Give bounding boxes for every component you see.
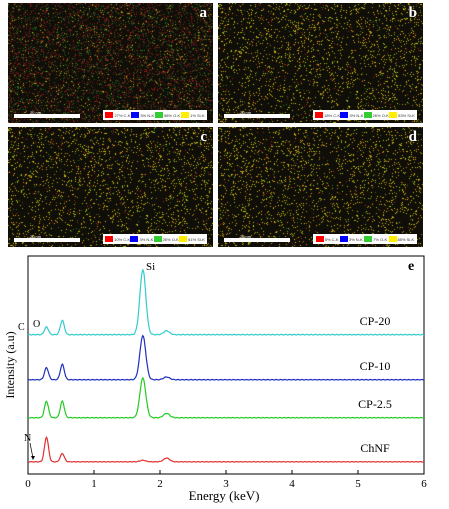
panel-label: e [408,259,414,274]
legend-swatch-n [339,236,348,242]
legend-text: 26% O-K [162,236,179,242]
x-tick-label: 2 [157,478,163,490]
legend-swatch-c [315,236,324,242]
n-arrowhead [31,456,35,460]
legend-text: 10% C-K [114,236,131,242]
legend-text: 58% O-K [163,112,181,118]
peak-label-n: N [24,433,31,444]
legend-text: 3% N-K [348,236,363,242]
scale-bar [14,238,80,242]
element-legend: 5% C-K 3% N-K 7% O-K 85% Si-K [313,234,417,244]
legend-text: 3% N-K [349,112,364,118]
legend-text: 85% Si-K [397,236,415,242]
scale-text: 20 nm [240,110,252,115]
scale-text: 20 nm [30,234,42,239]
scale-bar [14,114,80,118]
x-tick-label: 0 [25,478,31,490]
legend-swatch-si [388,236,397,242]
legend-swatch-c [105,112,114,118]
x-tick-label: 4 [289,478,295,490]
legend-swatch-o [154,112,163,118]
legend-swatch-o [363,112,372,118]
map-canvas [218,3,423,123]
legend-swatch-c [315,112,324,118]
legend-text: 5% C-K [324,236,339,242]
edx-map-a: a 20 nm 27% C-K 3% N-K 58% O-K 1% Si-K [8,3,213,123]
legend-text: 26% O-K [372,112,389,118]
series-label: CP-20 [360,314,391,328]
legend-text: 27% C-K [114,112,131,118]
legend-text: 61% Si-K [188,236,205,242]
legend-text: 1% Si-K [190,112,205,118]
x-tick-label: 5 [355,478,361,490]
legend-text: 3% N-K [140,112,155,118]
element-legend: 27% C-K 3% N-K 58% O-K 1% Si-K [103,110,207,120]
series-line-chnf [27,435,425,463]
panel-label: d [408,129,417,145]
panel-label: a [199,5,208,21]
legend-swatch-o [153,236,162,242]
y-axis-label: Intensity (a.u) [3,331,17,398]
element-legend: 18% C-K 3% N-K 26% O-K 53% Si-K [313,110,417,120]
series-line-cp-10 [28,334,425,381]
peak-label-c: C [18,322,25,333]
legend-swatch-n [340,112,349,118]
edx-map-c: c 20 nm 10% C-K 3% N-K 26% O-K 61% Si-K [8,127,213,247]
scale-text: 20 nm [240,234,252,239]
legend-swatch-o [364,236,373,242]
legend-swatch-si [389,112,398,118]
panel-label: b [408,5,417,21]
x-tick-label: 1 [91,478,97,490]
peak-label-si: Si [146,261,155,273]
spectrum-curves [27,268,425,463]
legend-swatch-si [181,112,190,118]
peak-label-o: O [33,319,40,330]
legend-text: 7% O-K [373,236,388,242]
edx-map-d: d 20 nm 5% C-K 3% N-K 7% O-K 85% Si-K [218,127,423,247]
map-canvas [8,127,213,247]
legend-swatch-c [105,236,114,242]
scale-bar [224,114,290,118]
legend-swatch-n [131,112,140,118]
legend-swatch-si [179,236,188,242]
x-tick-label: 6 [421,478,427,490]
scale-bar [224,238,290,242]
series-labels: CP-20 CP-10 CP-2.5 ChNF [358,314,392,455]
map-canvas [8,3,213,123]
scale-text: 20 nm [30,110,42,115]
series-label: CP-10 [360,359,391,373]
element-legend: 10% C-K 3% N-K 26% O-K 61% Si-K [103,234,207,244]
series-line-cp-20 [27,268,425,336]
x-axis-label: Energy (keV) [189,488,260,503]
legend-text: 18% C-K [324,112,341,118]
panel-label: c [200,129,207,145]
edx-map-b: b 20 nm 18% C-K 3% N-K 26% O-K 53% Si-K [218,3,423,123]
series-line-cp-2-5 [27,376,425,419]
plot-frame [27,255,425,475]
n-arrow [29,442,34,459]
x-ticks: 0 1 2 3 4 5 6 [25,470,427,490]
map-canvas [218,127,423,247]
x-tick-label: 3 [223,478,229,490]
legend-text: 53% Si-K [398,112,415,118]
legend-text: 3% N-K [139,236,154,242]
legend-swatch-n [130,236,139,242]
series-label: ChNF [360,441,390,455]
series-label: CP-2.5 [358,397,392,411]
